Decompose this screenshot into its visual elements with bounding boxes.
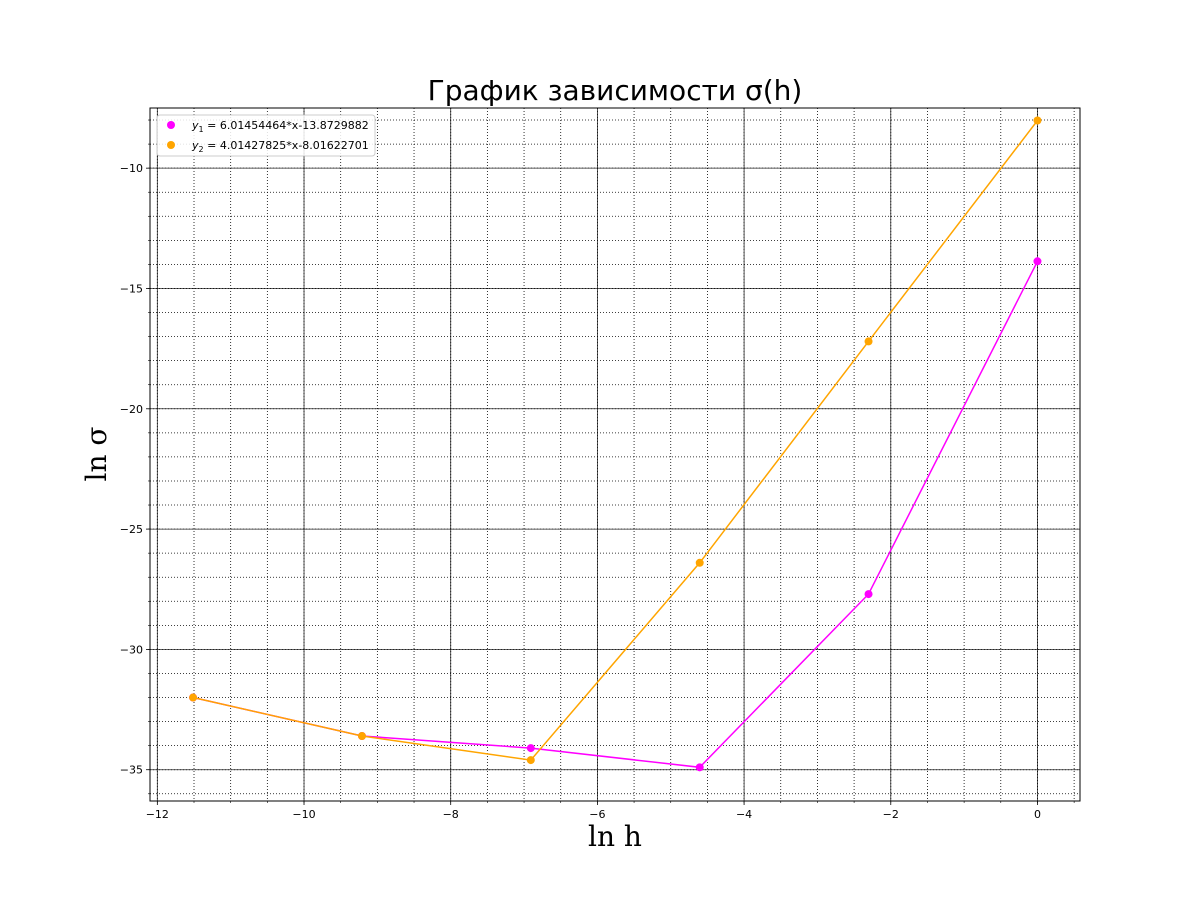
x-tick-label: −4 [736, 808, 752, 821]
series-1-point [526, 744, 535, 753]
series-layer [189, 116, 1042, 772]
ticks-layer: −12 −10 −8 −6 −4 −2 0−35−30−25−20−15−10 [120, 119, 1075, 821]
legend-label-1: y1 = 6.01454464*x-13.8729882 [191, 119, 369, 134]
legend: y1 = 6.01454464*x-13.8729882 y2 = 4.01427… [156, 114, 376, 157]
series-2-point [526, 756, 535, 765]
series-1-point [695, 763, 704, 772]
y-tick-label: −25 [120, 523, 143, 536]
y-tick-label: −10 [120, 162, 143, 175]
y-tick-label: −35 [120, 764, 143, 777]
y-axis-label: ln σ [80, 426, 113, 481]
x-tick-label: −6 [589, 808, 605, 821]
x-tick-label: −12 [146, 808, 169, 821]
x-tick-label: −10 [292, 808, 315, 821]
plot-frame [149, 107, 1081, 802]
x-tick-label: −2 [883, 808, 899, 821]
x-tick-label: −8 [443, 808, 459, 821]
series-2-point [695, 558, 704, 567]
chart-title: График зависимости σ(h) [428, 74, 803, 107]
series-1-point [1033, 257, 1042, 266]
y-tick-label: −30 [120, 643, 143, 656]
series-2-point [189, 693, 198, 702]
series-2-point [357, 732, 366, 741]
series-1-point [864, 590, 873, 599]
y-tick-label: −15 [120, 282, 143, 295]
legend-label-2: y2 = 4.01427825*x-8.01622701 [191, 139, 369, 154]
series-2-point [1033, 116, 1042, 125]
legend-marker-1 [167, 121, 175, 129]
y-tick-label: −20 [120, 403, 143, 416]
legend-marker-2 [167, 141, 175, 149]
x-tick-label: 0 [1034, 808, 1041, 821]
legend-box [156, 114, 376, 157]
major-grid [150, 108, 1080, 801]
series-2-line [192, 120, 1039, 761]
x-axis-label: ln h [588, 820, 642, 853]
series-2-point [864, 337, 873, 346]
